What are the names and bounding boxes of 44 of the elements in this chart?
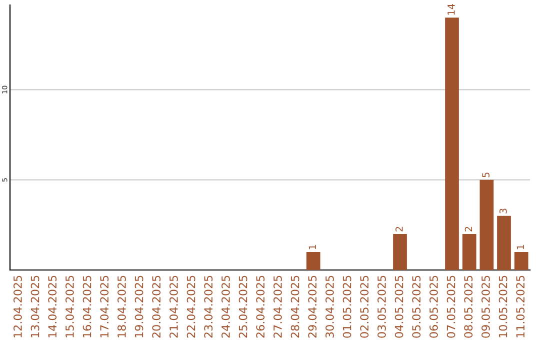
x-tick-label: 27.04.2025 [273,276,282,338]
bar [480,180,494,270]
x-tick-label: 02.05.2025 [360,276,369,338]
x-tick-label: 23.04.2025 [204,276,213,338]
x-tick-label: 14.04.2025 [48,276,57,338]
x-tick-label: 30.04.2025 [325,276,334,338]
x-tick-label: 05.05.2025 [412,276,421,338]
x-tick-label: 17.04.2025 [100,276,109,338]
bar [445,18,459,270]
data-label: 2 [395,226,403,232]
data-label: 1 [516,244,524,250]
x-tick-label: 07.05.2025 [446,276,456,338]
x-tick-label: 04.05.2025 [394,276,404,338]
x-tick-label: 12.04.2025 [13,276,22,338]
x-tick-label: 20.04.2025 [152,276,161,338]
x-tick-label: 13.04.2025 [30,276,40,338]
bar [514,252,528,270]
data-label: 14 [448,4,455,15]
x-tick-label: 11.05.2025 [516,276,525,338]
x-tick-label: 21.04.2025 [169,276,178,338]
x-tick-label: 06.05.2025 [429,276,438,338]
x-tick-label: 08.05.2025 [464,276,473,338]
x-tick-label: 03.05.2025 [377,276,386,338]
data-label: 3 [499,208,507,214]
x-tick-label: 25.04.2025 [238,276,248,338]
x-tick-label: 18.04.2025 [117,276,126,338]
x-tick-label: 09.05.2025 [481,276,490,338]
x-tick-label: 16.04.2025 [82,276,92,338]
bar [497,216,511,270]
data-label: 2 [464,226,472,232]
x-tick-label: 22.04.2025 [186,276,196,338]
x-tick-label: 15.04.2025 [65,276,74,338]
x-tick-label: 28.04.2025 [290,276,300,338]
x-tick-label: 26.04.2025 [256,276,265,338]
bar [306,252,320,270]
x-tick-label: 01.05.2025 [342,276,352,338]
bar [462,234,476,270]
data-label: 5 [482,172,490,178]
x-tick-label: 10.05.2025 [498,276,508,338]
x-tick-label: 29.04.2025 [308,276,317,338]
x-tick-label: 19.04.2025 [134,276,144,338]
bar [393,234,407,270]
data-label: 1 [308,244,316,250]
x-tick-label: 24.04.2025 [221,276,230,338]
